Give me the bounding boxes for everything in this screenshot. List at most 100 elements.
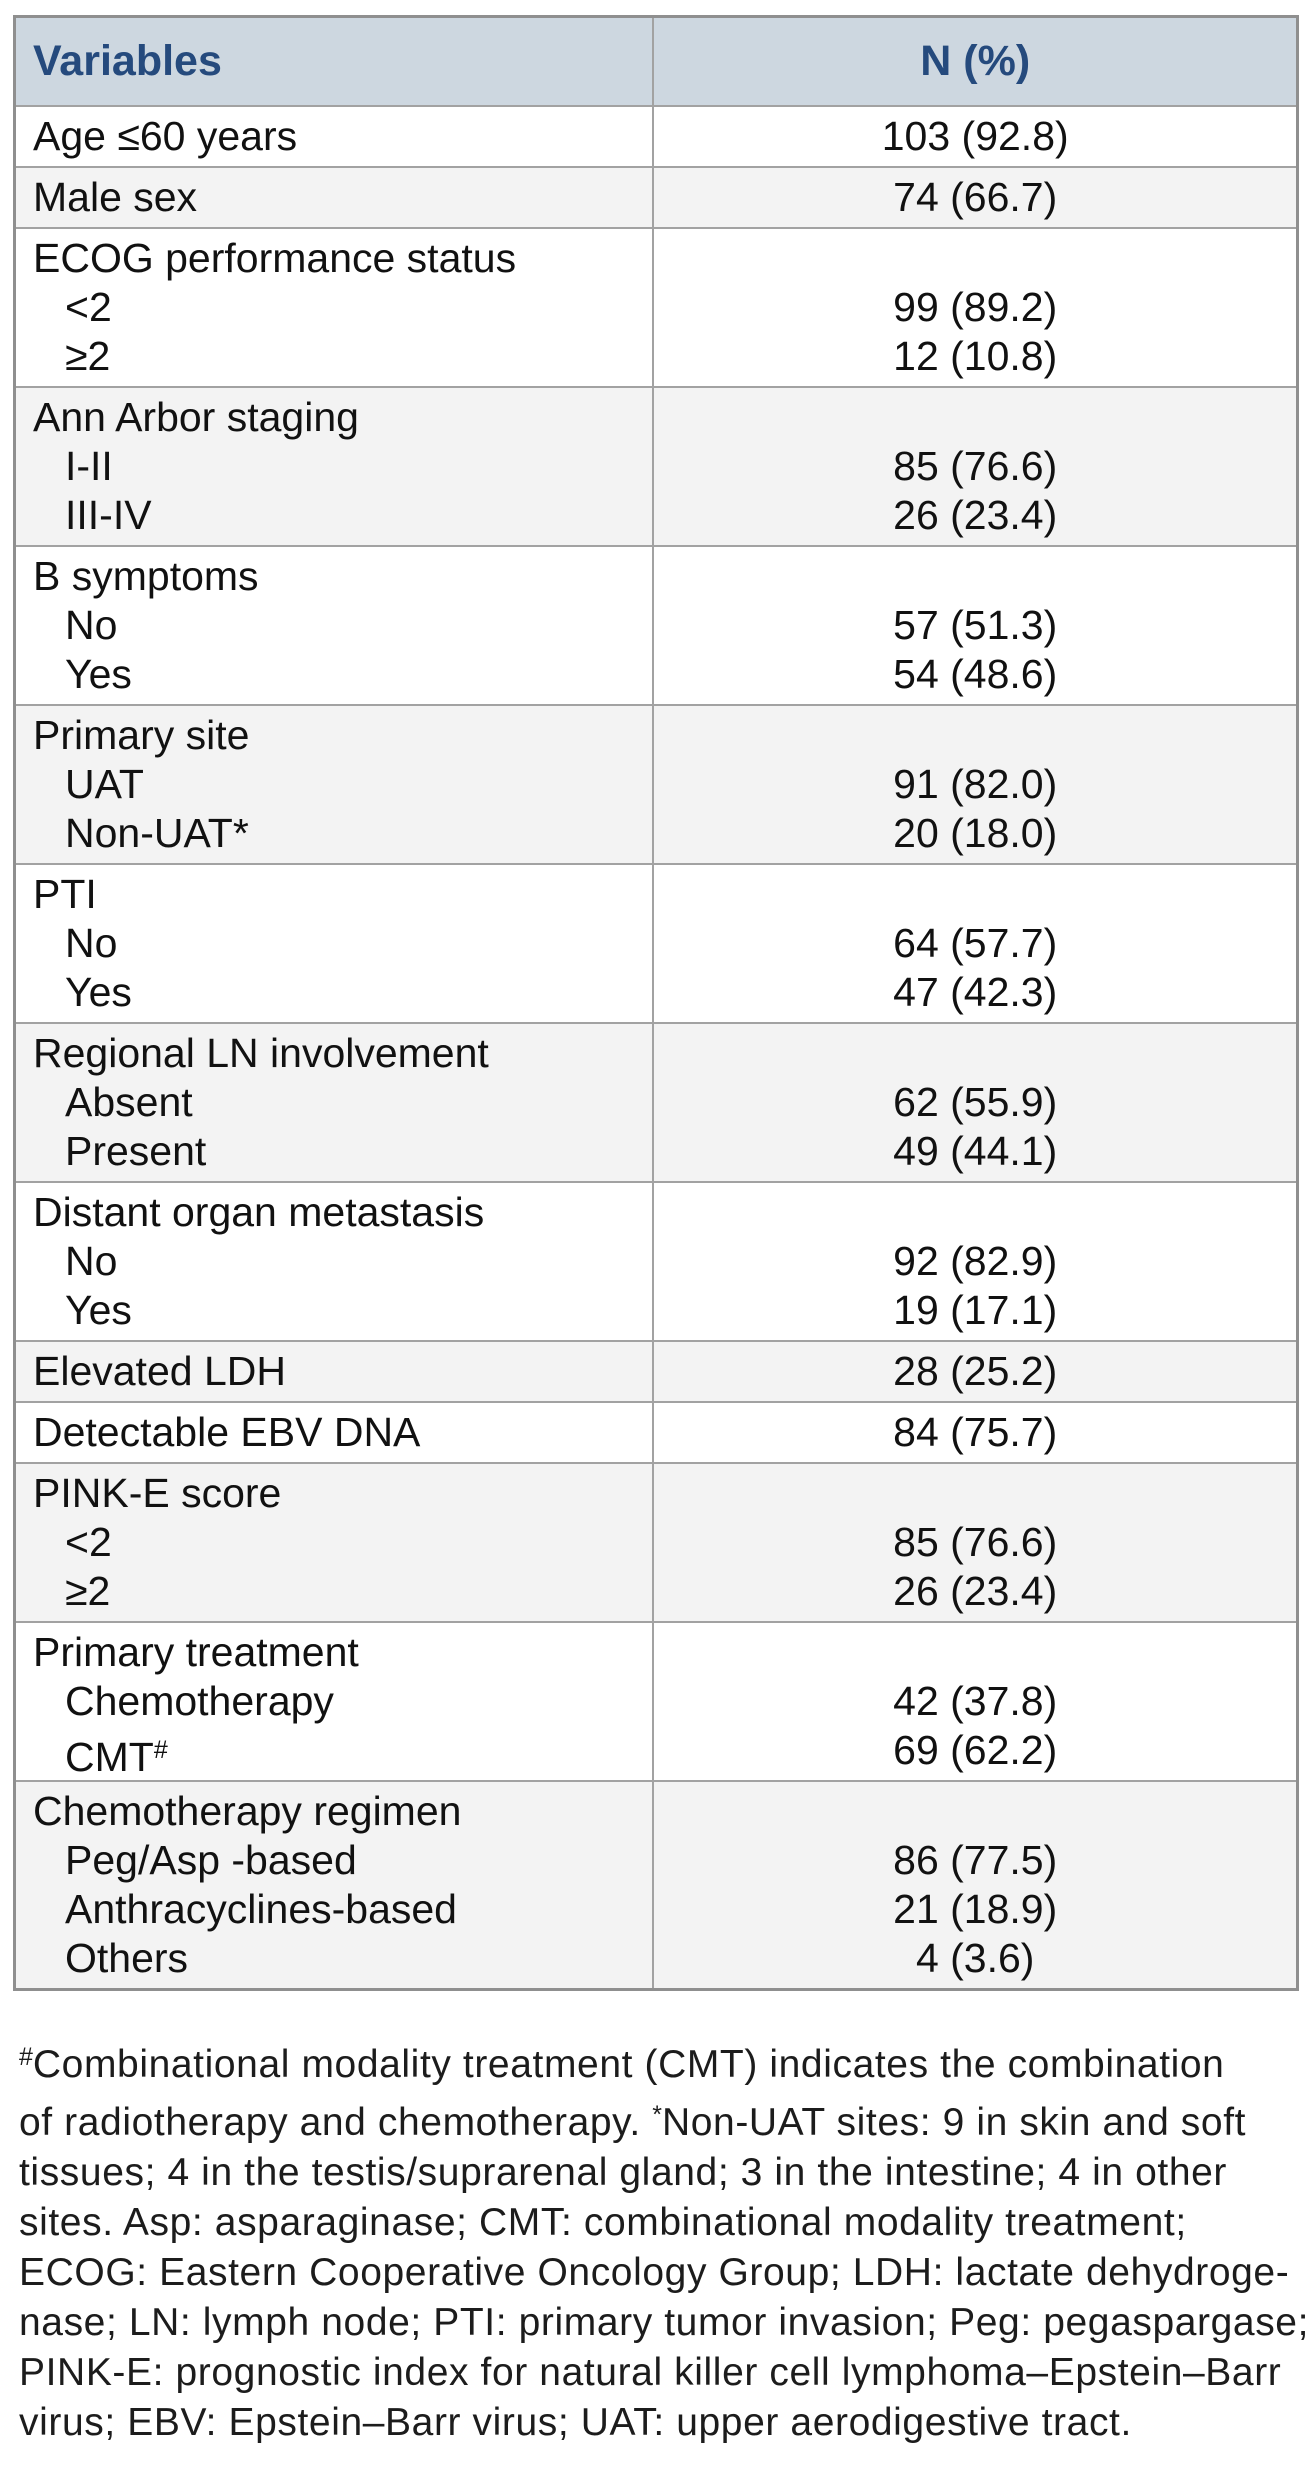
footnote: #Combinational modality treatment (CMT) … bbox=[19, 2032, 1310, 2448]
value-cell: 42 (37.8) 69 (62.2) bbox=[652, 1621, 1299, 1782]
value-cell: 62 (55.9) 49 (44.1) bbox=[652, 1022, 1299, 1183]
header-row: Variables N (%) bbox=[13, 15, 1299, 107]
value-text: 26 (23.4) bbox=[893, 1568, 1058, 1614]
variable-label: Chemotherapy regimen bbox=[33, 1788, 462, 1834]
value-cell: 85 (76.6) 26 (23.4) bbox=[652, 1462, 1299, 1623]
variable-label: Male sex bbox=[33, 174, 198, 220]
variable-subitem: I-II bbox=[65, 443, 113, 489]
table-row: Detectable EBV DNA 84 (75.7) bbox=[13, 1401, 1299, 1464]
value-text: 49 (44.1) bbox=[893, 1128, 1058, 1174]
variable-cell: Detectable EBV DNA bbox=[13, 1401, 655, 1464]
footnote-line: tissues; 4 in the testis/suprarenal glan… bbox=[19, 2151, 1227, 2194]
variable-subitem: No bbox=[65, 602, 118, 648]
value-blank bbox=[654, 1188, 1296, 1237]
table-row: PTI No Yes 64 (57.7) 47 (42.3) bbox=[13, 863, 1299, 1024]
superscript-marker: # bbox=[153, 1736, 168, 1764]
variable-label: Elevated LDH bbox=[33, 1348, 286, 1394]
value-text: 99 (89.2) bbox=[893, 284, 1058, 330]
table-row: Chemotherapy regimen Peg/Asp -based Anthra… bbox=[13, 1780, 1299, 1991]
variable-cell: Regional LN involvement Absent Present bbox=[13, 1022, 655, 1183]
variable-subitem: Chemotherapy bbox=[65, 1678, 334, 1724]
variable-cell: B symptoms No Yes bbox=[13, 545, 655, 706]
value-text: 64 (57.7) bbox=[893, 920, 1058, 966]
footnote-line: virus; EBV: Epstein–Barr virus; UAT: upp… bbox=[19, 2401, 1132, 2444]
table-row: PINK-E score <2 ≥2 85 (76.6) 26 (23.4) bbox=[13, 1462, 1299, 1623]
value-cell: 64 (57.7) 47 (42.3) bbox=[652, 863, 1299, 1024]
value-cell: 86 (77.5) 21 (18.9) 4 (3.6) bbox=[652, 1780, 1299, 1991]
variable-label: Age ≤60 years bbox=[33, 113, 298, 159]
value-text: 28 (25.2) bbox=[893, 1348, 1058, 1394]
variable-cell: Elevated LDH bbox=[13, 1340, 655, 1403]
variable-cell: Male sex bbox=[13, 166, 655, 229]
variable-subitem: ≥2 bbox=[65, 333, 111, 379]
table-row: B symptoms No Yes 57 (51.3) 54 (48.6) bbox=[13, 545, 1299, 706]
footnote-line: sites. Asp: asparaginase; CMT: combinati… bbox=[19, 2201, 1187, 2244]
table-row: Regional LN involvement Absent Present 62 … bbox=[13, 1022, 1299, 1183]
variable-subitem: ≥2 bbox=[65, 1568, 111, 1614]
value-text: 12 (10.8) bbox=[893, 333, 1058, 379]
value-cell: 28 (25.2) bbox=[652, 1340, 1299, 1403]
footnote-line: ECOG: Eastern Cooperative Oncology Group… bbox=[19, 2251, 1290, 2294]
variable-label: Distant organ metastasis bbox=[33, 1189, 485, 1235]
value-text: 92 (82.9) bbox=[893, 1238, 1058, 1284]
value-text: 26 (23.4) bbox=[893, 492, 1058, 538]
variable-label: Detectable EBV DNA bbox=[33, 1409, 421, 1455]
footnote-line: #Combinational modality treatment (CMT) … bbox=[19, 2043, 1225, 2086]
variable-label: Ann Arbor staging bbox=[33, 394, 359, 440]
value-cell: 99 (89.2) 12 (10.8) bbox=[652, 227, 1299, 388]
variable-subitem: Absent bbox=[65, 1079, 193, 1125]
footnote-line: PINK-E: prognostic index for natural kil… bbox=[19, 2351, 1282, 2394]
table-row: Primary site UAT Non-UAT* 91 (82.0) 20 (18.… bbox=[13, 704, 1299, 865]
variable-subitem: Peg/Asp -based bbox=[65, 1837, 357, 1883]
table-header: Variables N (%) bbox=[13, 15, 1299, 107]
variable-label: ECOG performance status bbox=[33, 235, 517, 281]
value-text: 19 (17.1) bbox=[893, 1287, 1058, 1333]
variable-cell: Ann Arbor staging I-II III-IV bbox=[13, 386, 655, 547]
footnote-line: nase; LN: lymph node; PTI: primary tumor… bbox=[19, 2301, 1310, 2344]
variable-cell: Chemotherapy regimen Peg/Asp -based Anthra… bbox=[13, 1780, 655, 1991]
value-text: 54 (48.6) bbox=[893, 651, 1058, 697]
variable-cell: Primary treatment Chemotherapy CMT# bbox=[13, 1621, 655, 1782]
variable-label: Regional LN involvement bbox=[33, 1030, 489, 1076]
value-cell: 92 (82.9) 19 (17.1) bbox=[652, 1181, 1299, 1342]
variable-subitem: Yes bbox=[65, 1287, 132, 1333]
value-text: 47 (42.3) bbox=[893, 969, 1058, 1015]
value-blank bbox=[654, 1029, 1296, 1078]
variable-label: PINK-E score bbox=[33, 1470, 282, 1516]
value-text: 91 (82.0) bbox=[893, 761, 1058, 807]
value-blank bbox=[654, 552, 1296, 601]
variable-subitem: Yes bbox=[65, 651, 132, 697]
variable-subitem: UAT bbox=[65, 761, 144, 807]
value-text: 86 (77.5) bbox=[893, 1837, 1058, 1883]
header-n-percent: N (%) bbox=[652, 15, 1299, 107]
variable-label: PTI bbox=[33, 871, 97, 917]
value-text: 85 (76.6) bbox=[893, 443, 1058, 489]
table-row: Male sex 74 (66.7) bbox=[13, 166, 1299, 229]
value-cell: 85 (76.6) 26 (23.4) bbox=[652, 386, 1299, 547]
variable-subitem: Anthracyclines-based bbox=[65, 1886, 457, 1932]
variable-cell: Distant organ metastasis No Yes bbox=[13, 1181, 655, 1342]
table-row: Primary treatment Chemotherapy CMT# 42 (37… bbox=[13, 1621, 1299, 1782]
value-text: 62 (55.9) bbox=[893, 1079, 1058, 1125]
variable-subitem: Non-UAT* bbox=[65, 810, 249, 856]
value-cell: 57 (51.3) 54 (48.6) bbox=[652, 545, 1299, 706]
value-text: 21 (18.9) bbox=[893, 1886, 1058, 1932]
value-text: 4 (3.6) bbox=[915, 1935, 1035, 1981]
variable-subitem: No bbox=[65, 1238, 118, 1284]
value-blank bbox=[654, 234, 1296, 283]
value-blank bbox=[654, 711, 1296, 760]
variable-subitem: Yes bbox=[65, 969, 132, 1015]
variable-subitem: Present bbox=[65, 1128, 207, 1174]
value-text: 74 (66.7) bbox=[893, 174, 1058, 220]
header-variables: Variables bbox=[13, 15, 655, 107]
variable-label: Primary treatment bbox=[33, 1629, 359, 1675]
value-blank bbox=[654, 393, 1296, 442]
superscript-marker: * bbox=[652, 2101, 662, 2129]
patient-characteristics-table: Variables N (%) Age ≤60 years 103 (92.8) M… bbox=[13, 15, 1299, 1991]
table-row: Distant organ metastasis No Yes 92 (82.9) 1… bbox=[13, 1181, 1299, 1342]
variable-subitem: <2 bbox=[65, 284, 112, 330]
variable-cell: Age ≤60 years bbox=[13, 105, 655, 168]
variable-subitem: III-IV bbox=[65, 492, 152, 538]
variable-subitem: No bbox=[65, 920, 118, 966]
